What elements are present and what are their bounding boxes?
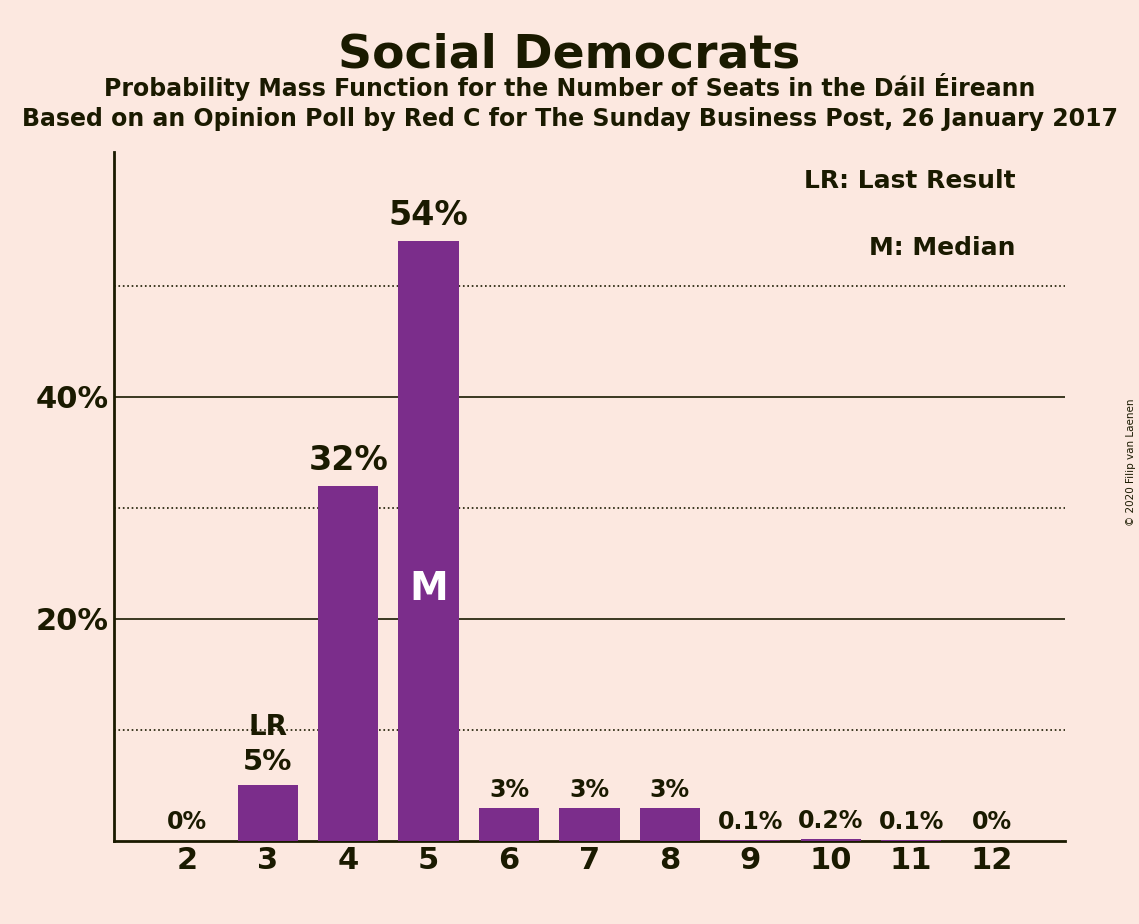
Text: © 2020 Filip van Laenen: © 2020 Filip van Laenen <box>1126 398 1136 526</box>
Text: 0%: 0% <box>972 810 1011 834</box>
Bar <box>801 839 861 841</box>
Text: 0%: 0% <box>167 810 207 834</box>
Bar <box>720 840 780 841</box>
Bar <box>880 840 941 841</box>
Text: Probability Mass Function for the Number of Seats in the Dáil Éireann: Probability Mass Function for the Number… <box>104 73 1035 101</box>
Text: LR: Last Result: LR: Last Result <box>804 169 1016 193</box>
Bar <box>640 808 700 841</box>
Bar <box>318 485 378 841</box>
Text: 54%: 54% <box>388 200 468 233</box>
Text: Based on an Opinion Poll by Red C for The Sunday Business Post, 26 January 2017: Based on an Opinion Poll by Red C for Th… <box>22 107 1117 131</box>
Text: M: M <box>409 570 448 608</box>
Bar <box>478 808 539 841</box>
Bar <box>559 808 620 841</box>
Text: 5%: 5% <box>243 748 293 776</box>
Bar <box>399 241 459 841</box>
Bar <box>238 785 298 841</box>
Text: 0.1%: 0.1% <box>718 810 782 834</box>
Text: 3%: 3% <box>649 778 690 802</box>
Text: 32%: 32% <box>309 444 388 477</box>
Text: 0.1%: 0.1% <box>878 810 944 834</box>
Text: Social Democrats: Social Democrats <box>338 32 801 78</box>
Text: 3%: 3% <box>570 778 609 802</box>
Text: 3%: 3% <box>489 778 530 802</box>
Text: LR: LR <box>248 713 287 741</box>
Text: M: Median: M: Median <box>869 236 1016 260</box>
Text: 0.2%: 0.2% <box>798 809 863 833</box>
